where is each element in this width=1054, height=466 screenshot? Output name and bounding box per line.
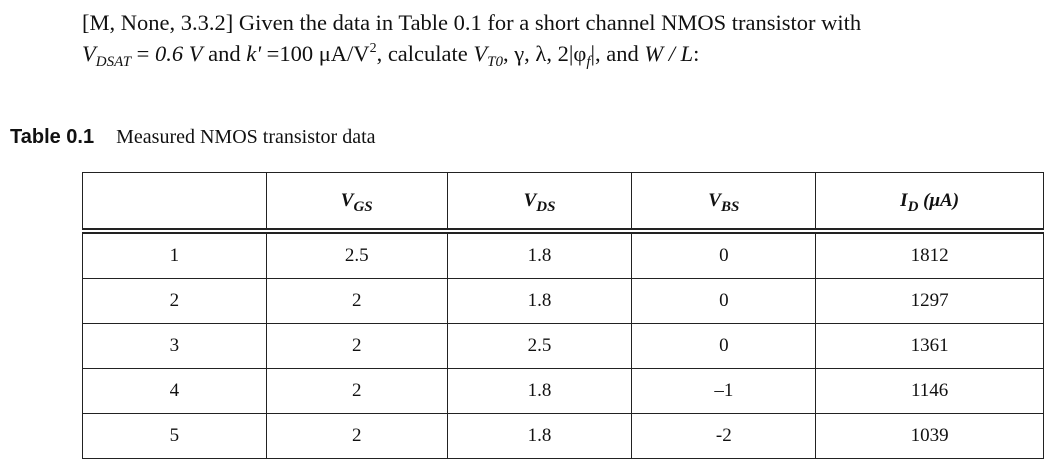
table-row: 4 2 1.8 –1 1146: [82, 368, 1044, 414]
table-cell: 2: [265, 368, 448, 414]
table-row: 3 2 2.5 0 1361: [82, 323, 1044, 369]
table-cell: 3: [82, 323, 267, 369]
text: =: [131, 41, 155, 66]
problem-line: [M, None, 3.3.2] Given the data in Table…: [82, 10, 862, 35]
table-cell: 1812: [815, 230, 1044, 279]
table-cell: 1361: [815, 323, 1044, 369]
table-row: 5 2 1.8 -2 1039: [82, 413, 1044, 459]
text: , γ, λ, 2|φ: [502, 41, 587, 66]
header-cell: VBS: [631, 172, 817, 232]
table-cell: 2.5: [265, 230, 448, 279]
text: , calculate: [376, 41, 474, 66]
header-cell: [82, 172, 267, 232]
caption-label: Table 0.1: [10, 126, 95, 148]
table-cell: 1.8: [446, 368, 633, 414]
header-symbol: V: [523, 189, 537, 211]
header-symbol: V: [708, 189, 721, 211]
header-cell: VDS: [446, 172, 633, 232]
table-cell: 5: [82, 413, 267, 459]
table-row: 1 2.5 1.8 0 1812: [82, 230, 1044, 279]
text: T0: [487, 54, 503, 70]
text: 0.6 V: [154, 41, 203, 66]
text: DSAT: [95, 54, 132, 70]
data-table: VGS VDS VBS ID (μA) 1 2.5 1.8 0 1812 2 2 1.8 0 1297 3…: [82, 172, 1044, 459]
table-cell: –1: [631, 368, 817, 414]
table-cell: 2: [265, 413, 448, 459]
text: and: [202, 41, 247, 66]
table-cell: 2.5: [446, 323, 633, 369]
text: :: [693, 41, 700, 66]
header-symbol: V: [340, 189, 354, 211]
text: V: [82, 41, 96, 66]
header-symbol: I: [900, 189, 908, 211]
table-cell: 0: [631, 230, 817, 279]
text: W / L: [644, 41, 694, 66]
text: k': [246, 41, 262, 66]
table-row: 2 2 1.8 0 1297: [82, 278, 1044, 324]
table-cell: 2: [265, 278, 448, 324]
table-cell: 1297: [815, 278, 1044, 324]
text: 2: [369, 41, 377, 56]
header-sub: D: [907, 198, 919, 215]
header-cell: VGS: [265, 172, 448, 232]
table-cell: 4: [82, 368, 267, 414]
text: V: [473, 41, 488, 66]
table-cell: 0: [631, 278, 817, 324]
problem-line: VDSAT = 0.6 V and k' =100 μA/V2, calcula…: [82, 41, 700, 70]
text: =100 μA/V: [261, 41, 370, 66]
header-row: VGS VDS VBS ID (μA): [82, 172, 1044, 232]
table-cell: 2: [82, 278, 267, 324]
table-cell: 1: [82, 230, 267, 279]
table-body: 1 2.5 1.8 0 1812 2 2 1.8 0 1297 3 2 2.5 0 1361 4 2 1.8 –1 1…: [82, 230, 1044, 459]
table-cell: 1146: [815, 368, 1044, 414]
header-cell: ID (μA): [815, 172, 1044, 232]
header-sub: GS: [353, 198, 373, 215]
text: |, and: [590, 41, 645, 66]
table-cell: -2: [631, 413, 817, 459]
table-cell: 1.8: [446, 278, 633, 324]
table-cell: 1.8: [446, 413, 633, 459]
table-cell: 1039: [815, 413, 1044, 459]
text: f: [586, 54, 591, 70]
table-cell: 0: [631, 323, 817, 369]
table-cell: 1.8: [446, 230, 633, 279]
header-unit: (μA): [918, 189, 960, 211]
caption-text: Measured NMOS transistor data: [116, 126, 376, 148]
header-sub: BS: [720, 198, 740, 215]
table-cell: 2: [265, 323, 448, 369]
header-sub: DS: [536, 198, 556, 215]
table-caption: Table 0.1 Measured NMOS transistor data: [10, 126, 376, 149]
